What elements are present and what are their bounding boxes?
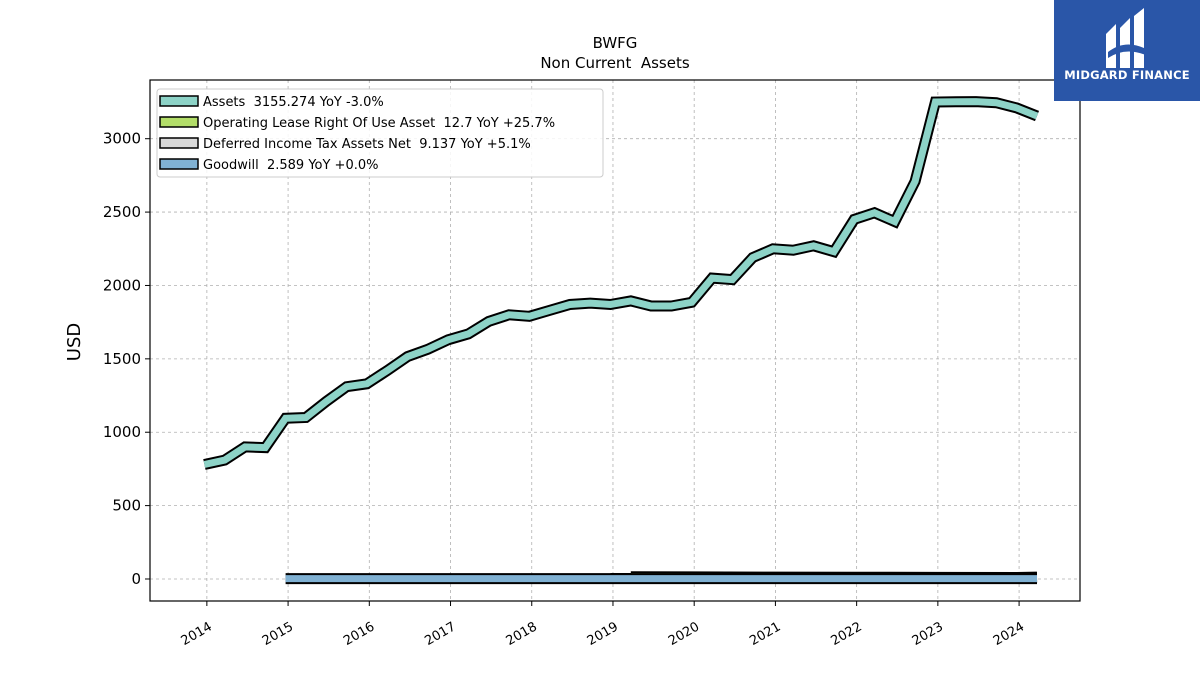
x-tick-label: 2023 xyxy=(910,619,946,649)
chart-subtitle: Non Current Assets xyxy=(540,54,690,72)
legend-entry: Assets 3155.274 YoY -3.0% xyxy=(203,95,384,110)
y-tick-label: 500 xyxy=(112,497,141,515)
legend-swatch xyxy=(159,137,199,149)
series-assets xyxy=(203,96,1040,470)
axes: 0 500 1000 1500 2000 2500 3000 2014 2015 2016 2017… xyxy=(103,130,1027,649)
x-tick-label: 2015 xyxy=(260,619,296,649)
x-tick-label: 2018 xyxy=(504,619,540,649)
legend: Assets 3155.274 YoY -3.0% Operating Lease… xyxy=(156,88,604,178)
x-tick-label: 2022 xyxy=(828,619,864,649)
series-line xyxy=(203,98,1039,468)
plot-frame xyxy=(149,79,1081,602)
legend-entry: Operating Lease Right Of Use Asset 12.7 … xyxy=(203,116,555,131)
legend-swatch xyxy=(159,95,199,107)
y-tick-label: 2000 xyxy=(103,276,141,294)
legend-swatch xyxy=(159,158,199,170)
y-tick-label: 3000 xyxy=(103,130,141,148)
x-tick-label: 2014 xyxy=(179,619,215,649)
x-tick-label: 2024 xyxy=(991,619,1027,649)
series-layer xyxy=(203,96,1040,585)
brand-name: MIDGARD FINANCE xyxy=(1064,68,1190,82)
x-tick-label: 2020 xyxy=(666,619,702,649)
legend-entry: Deferred Income Tax Assets Net 9.137 YoY… xyxy=(203,137,531,152)
y-tick-label: 1000 xyxy=(103,423,141,441)
legend-swatch xyxy=(159,116,199,128)
legend-entry: Goodwill 2.589 YoY +0.0% xyxy=(203,158,378,173)
y-axis-label: USD xyxy=(64,323,85,361)
y-tick-label: 0 xyxy=(131,570,141,588)
x-tick-label: 2017 xyxy=(422,619,458,649)
brand-logo: MIDGARD FINANCE xyxy=(1054,0,1200,101)
logo-mark-icon xyxy=(1106,8,1148,68)
y-tick-label: 1500 xyxy=(103,350,141,368)
legend-box xyxy=(156,88,604,178)
x-tick-label: 2019 xyxy=(585,619,621,649)
y-tick-label: 2500 xyxy=(103,203,141,221)
x-tick-label: 2021 xyxy=(747,619,783,649)
chart-title: BWFG xyxy=(593,34,638,52)
x-tick-label: 2016 xyxy=(341,619,377,649)
